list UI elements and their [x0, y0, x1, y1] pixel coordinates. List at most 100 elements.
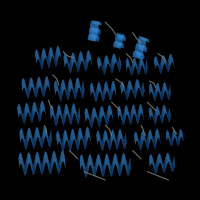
Polygon shape [59, 90, 60, 100]
Polygon shape [43, 49, 45, 58]
Polygon shape [114, 54, 116, 62]
Polygon shape [46, 53, 47, 62]
Polygon shape [130, 157, 131, 168]
Polygon shape [31, 113, 32, 123]
Polygon shape [44, 127, 45, 137]
Polygon shape [49, 82, 50, 92]
Polygon shape [123, 138, 124, 147]
Polygon shape [138, 44, 146, 47]
Polygon shape [99, 57, 101, 66]
Polygon shape [105, 116, 107, 126]
Polygon shape [40, 135, 41, 146]
Polygon shape [72, 54, 73, 64]
Polygon shape [162, 57, 163, 65]
Polygon shape [25, 107, 26, 117]
Polygon shape [91, 23, 99, 24]
Polygon shape [77, 63, 78, 72]
Polygon shape [92, 33, 100, 35]
Polygon shape [166, 64, 168, 72]
Polygon shape [152, 110, 153, 118]
Polygon shape [20, 105, 21, 115]
Polygon shape [176, 134, 177, 142]
Polygon shape [37, 108, 38, 118]
Polygon shape [138, 49, 146, 52]
Polygon shape [149, 156, 150, 166]
Polygon shape [31, 78, 32, 87]
Polygon shape [168, 114, 169, 122]
Polygon shape [23, 162, 24, 173]
Polygon shape [146, 64, 147, 73]
Polygon shape [115, 38, 123, 40]
Polygon shape [154, 139, 155, 148]
Polygon shape [135, 49, 143, 53]
Polygon shape [167, 130, 168, 138]
Polygon shape [155, 113, 156, 122]
Polygon shape [143, 60, 144, 68]
Polygon shape [163, 108, 164, 116]
Polygon shape [68, 139, 70, 150]
Polygon shape [110, 105, 111, 115]
Polygon shape [112, 82, 113, 91]
Polygon shape [45, 127, 46, 137]
Polygon shape [71, 80, 73, 90]
Polygon shape [110, 138, 111, 148]
Polygon shape [73, 85, 74, 95]
Polygon shape [136, 46, 144, 49]
Polygon shape [39, 58, 41, 67]
Polygon shape [39, 157, 40, 168]
Polygon shape [115, 56, 117, 64]
Polygon shape [114, 134, 115, 144]
Polygon shape [121, 113, 122, 123]
Polygon shape [161, 59, 163, 68]
Polygon shape [81, 128, 82, 139]
Polygon shape [133, 105, 134, 115]
Polygon shape [110, 64, 112, 73]
Polygon shape [69, 114, 70, 124]
Polygon shape [159, 87, 160, 95]
Polygon shape [118, 38, 126, 40]
Polygon shape [36, 106, 38, 115]
Polygon shape [124, 112, 125, 121]
Polygon shape [168, 62, 169, 71]
Polygon shape [138, 45, 146, 48]
Polygon shape [38, 51, 39, 61]
Polygon shape [117, 62, 119, 70]
Polygon shape [170, 54, 172, 62]
Polygon shape [160, 154, 161, 163]
Polygon shape [28, 153, 29, 164]
Polygon shape [163, 85, 164, 94]
Polygon shape [107, 111, 109, 120]
Polygon shape [116, 34, 124, 36]
Polygon shape [22, 129, 23, 139]
Polygon shape [156, 85, 157, 94]
Polygon shape [137, 79, 139, 88]
Polygon shape [65, 54, 66, 63]
Polygon shape [48, 137, 49, 147]
Polygon shape [117, 60, 118, 69]
Polygon shape [83, 139, 85, 149]
Polygon shape [150, 130, 151, 139]
Polygon shape [50, 48, 52, 57]
Polygon shape [72, 109, 73, 119]
Polygon shape [69, 113, 70, 123]
Polygon shape [151, 154, 152, 163]
Polygon shape [138, 38, 146, 41]
Polygon shape [40, 60, 42, 69]
Polygon shape [109, 92, 110, 101]
Polygon shape [155, 134, 157, 143]
Polygon shape [175, 132, 176, 140]
Polygon shape [105, 157, 106, 169]
Polygon shape [115, 44, 123, 46]
Polygon shape [166, 86, 167, 94]
Polygon shape [56, 49, 58, 58]
Polygon shape [158, 61, 159, 70]
Polygon shape [114, 133, 115, 143]
Polygon shape [122, 136, 123, 146]
Polygon shape [81, 130, 83, 140]
Polygon shape [95, 164, 96, 176]
Polygon shape [136, 52, 144, 55]
Polygon shape [38, 129, 39, 139]
Polygon shape [153, 113, 154, 122]
Polygon shape [112, 57, 114, 66]
Polygon shape [105, 82, 106, 91]
